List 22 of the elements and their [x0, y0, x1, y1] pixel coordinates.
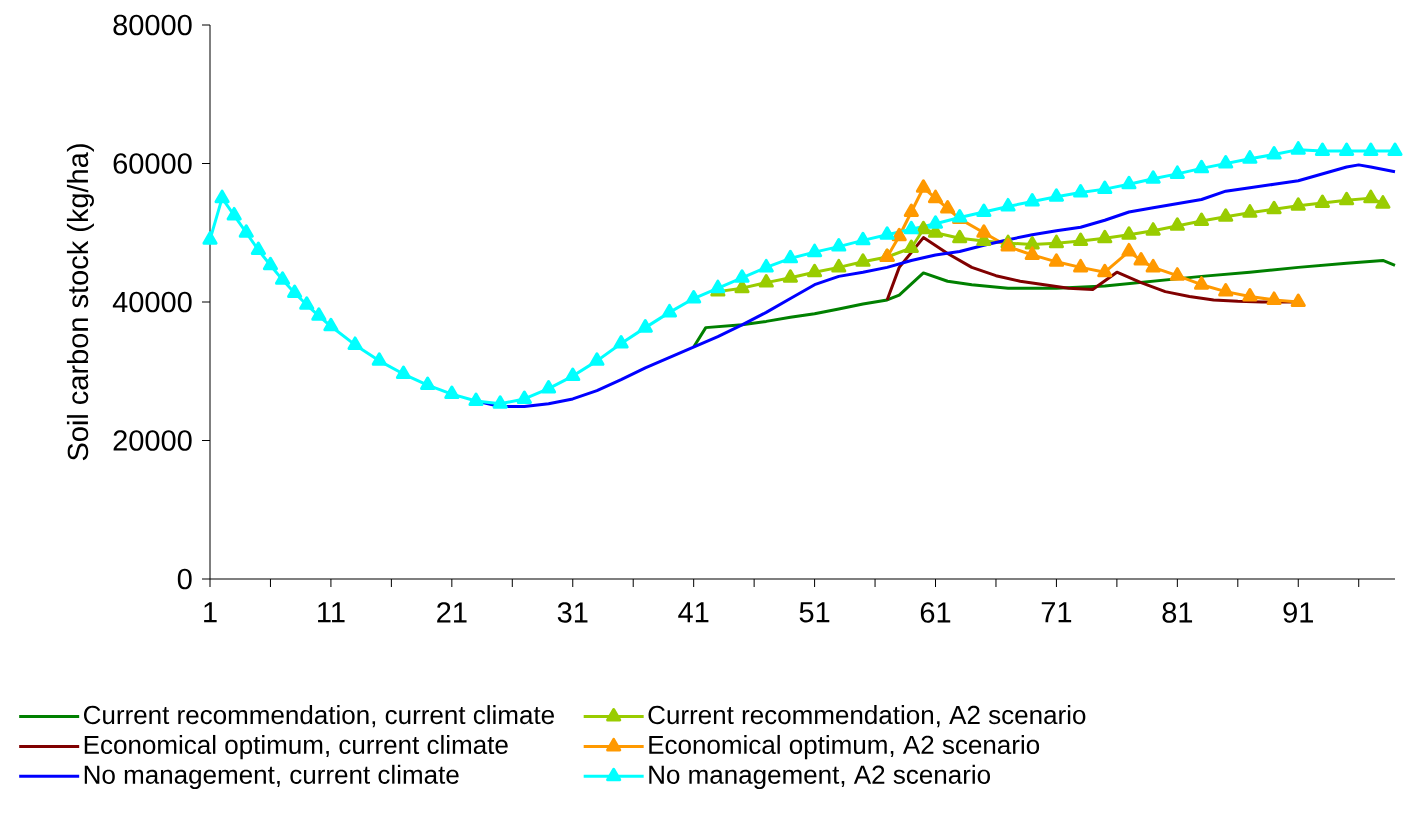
y-tick-label: 60000	[113, 153, 192, 174]
legend-label: Current recommendation, current climate	[83, 705, 554, 728]
x-tick-label: 31	[557, 602, 588, 623]
legend-label: No management, A2 scenario	[649, 764, 990, 790]
legend-label: No management, current climate	[84, 764, 459, 790]
x-tick-label: 51	[799, 602, 830, 623]
y-axis-title: Soil carbon stock (kg/ha)	[66, 144, 94, 461]
legend-label: Current recommendation, A2 scenario	[648, 705, 1086, 728]
x-tick-label: 21	[437, 602, 467, 623]
y-tick-label: 80000	[113, 14, 192, 36]
x-tick-label: 1	[204, 602, 217, 623]
y-tick-label: 20000	[113, 430, 192, 451]
legend-label: Economical optimum, current climate	[84, 734, 508, 760]
x-tick-label: 61	[920, 602, 951, 623]
x-tick-label: 11	[318, 602, 345, 623]
x-tick-label: 41	[678, 602, 709, 623]
y-tick-label: 0	[177, 568, 192, 590]
legend-label: Economical optimum, A2 scenario	[649, 734, 1040, 760]
y-tick-label: 40000	[112, 291, 192, 313]
x-tick-label: 81	[1162, 602, 1193, 623]
x-tick-label: 71	[1041, 602, 1072, 623]
x-tick-label: 91	[1283, 602, 1313, 623]
